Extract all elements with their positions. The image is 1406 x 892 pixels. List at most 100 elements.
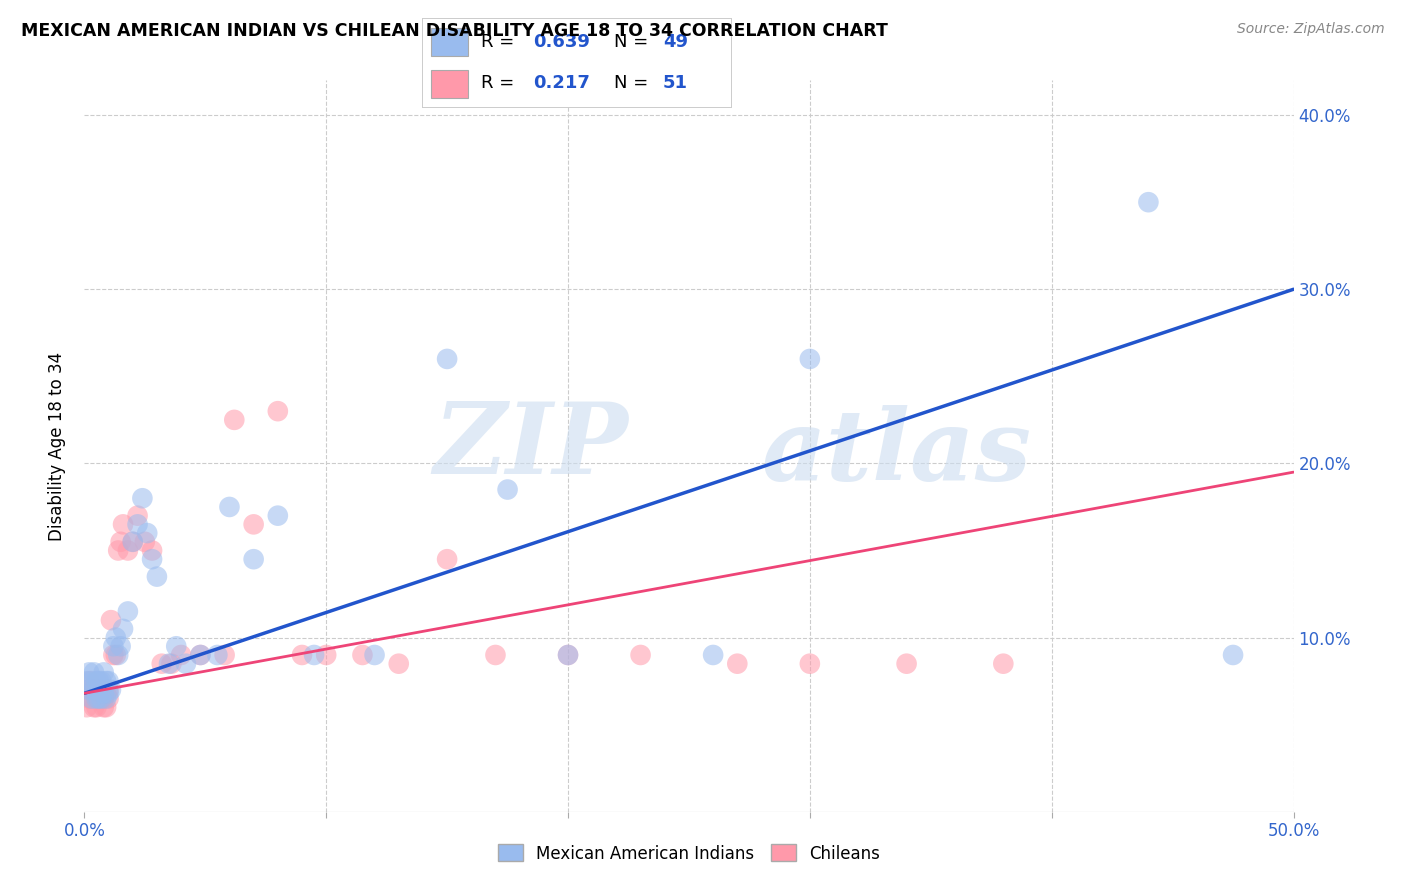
Point (557, 648, 579, 662)
Point (97, 674, 120, 689)
Point (93, 686, 115, 700)
Point (80, 674, 103, 689)
Point (799, 351, 821, 366)
Point (496, 483, 519, 497)
Point (80, 691, 103, 706)
Point (80, 682, 103, 697)
Text: atlas: atlas (762, 405, 1032, 501)
Point (1222, 648, 1244, 662)
Text: R =: R = (481, 74, 513, 92)
Point (363, 648, 385, 662)
Point (77, 665, 100, 680)
Text: MEXICAN AMERICAN INDIAN VS CHILEAN DISABILITY AGE 18 TO 34 CORRELATION CHART: MEXICAN AMERICAN INDIAN VS CHILEAN DISAB… (21, 22, 889, 40)
FancyBboxPatch shape (432, 70, 468, 98)
Point (104, 648, 127, 662)
Point (141, 552, 163, 566)
Point (388, 657, 411, 671)
Point (242, 517, 264, 532)
Point (214, 648, 236, 662)
Text: Source: ZipAtlas.com: Source: ZipAtlas.com (1237, 22, 1385, 37)
Y-axis label: Disability Age 18 to 34: Disability Age 18 to 34 (48, 351, 66, 541)
Text: N =: N = (613, 74, 648, 92)
Point (799, 657, 821, 671)
Text: R =: R = (481, 33, 513, 51)
Point (103, 640, 125, 654)
Point (134, 534, 156, 549)
Point (484, 648, 506, 662)
Point (76, 674, 98, 689)
Point (136, 526, 159, 541)
Point (557, 648, 579, 662)
Point (97, 691, 120, 706)
Point (94, 686, 117, 700)
Point (83, 665, 105, 680)
Point (97, 682, 120, 697)
Point (436, 552, 458, 566)
Point (87, 682, 110, 697)
Point (315, 648, 337, 662)
Point (83, 700, 105, 714)
Point (121, 534, 143, 549)
Point (87, 691, 110, 706)
Point (150, 657, 173, 671)
Point (107, 543, 129, 558)
Point (93, 700, 115, 714)
Point (76, 682, 98, 697)
Point (94, 674, 117, 689)
Point (86, 674, 108, 689)
Point (94, 700, 117, 714)
Point (83, 682, 105, 697)
Point (725, 657, 748, 671)
Point (87, 691, 110, 706)
Point (127, 508, 149, 523)
Legend: Mexican American Indians, Chileans: Mexican American Indians, Chileans (491, 838, 887, 869)
Point (702, 648, 724, 662)
Point (121, 534, 143, 549)
Point (87, 674, 110, 689)
Point (146, 569, 169, 583)
Point (97, 686, 120, 700)
FancyBboxPatch shape (432, 28, 468, 56)
Point (302, 648, 325, 662)
Text: N =: N = (613, 33, 648, 51)
Point (207, 648, 229, 662)
Point (86, 700, 108, 714)
Point (267, 404, 290, 418)
Point (90, 682, 112, 697)
Point (127, 517, 149, 532)
Point (242, 552, 264, 566)
Point (86, 686, 108, 700)
Point (100, 613, 122, 627)
Point (77, 674, 100, 689)
Text: ZIP: ZIP (433, 398, 628, 494)
Point (90, 691, 112, 706)
Point (110, 534, 132, 549)
Point (352, 648, 374, 662)
Point (165, 640, 187, 654)
Point (993, 657, 1015, 671)
Point (110, 640, 132, 654)
Point (86, 691, 108, 706)
Point (190, 648, 212, 662)
Point (630, 648, 652, 662)
Point (291, 648, 314, 662)
Point (218, 500, 240, 514)
Point (94, 691, 117, 706)
Point (93, 665, 115, 680)
Point (77, 682, 100, 697)
Point (267, 508, 290, 523)
Point (141, 543, 163, 558)
Point (224, 413, 246, 427)
Point (190, 648, 212, 662)
Point (83, 682, 105, 697)
Point (896, 657, 918, 671)
Point (103, 648, 125, 662)
Point (80, 691, 103, 706)
Point (436, 351, 458, 366)
Point (90, 674, 112, 689)
Text: 51: 51 (664, 74, 688, 92)
Point (77, 691, 100, 706)
Point (131, 491, 153, 506)
Text: 0.217: 0.217 (533, 74, 591, 92)
Point (107, 648, 129, 662)
